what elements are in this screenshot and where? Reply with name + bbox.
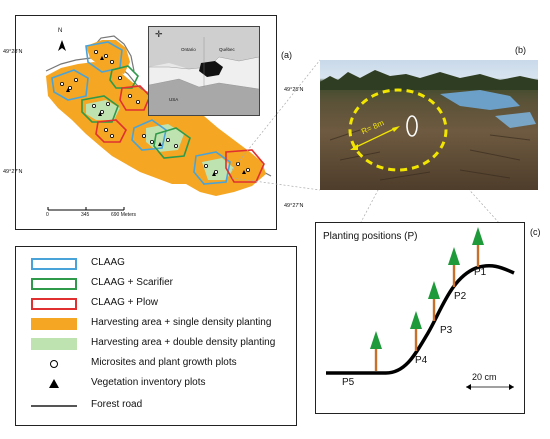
- scarifier-block-2: [153, 127, 191, 159]
- legend-label: Vegetation inventory plots: [91, 377, 206, 388]
- plow-block-1: [119, 85, 151, 111]
- legend-item-microsites: Microsites and plant growth plots: [16, 355, 296, 373]
- mound-profile: [326, 264, 515, 375]
- legend-label: CLAAG + Scarifier: [91, 277, 173, 288]
- legend-item-double-density: Harvesting area + double density plantin…: [16, 335, 296, 353]
- claag-block-4: [193, 151, 231, 185]
- legend-swatch-plow: [31, 298, 77, 310]
- legend-label: Harvesting area + single density plantin…: [91, 317, 272, 328]
- inset-ontario-label: Ontario: [181, 47, 196, 52]
- map-graphic: [45, 35, 272, 211]
- plot-radius-circle: [348, 88, 448, 172]
- inset-usa-label: USA: [169, 97, 179, 102]
- legend-label: Microsites and plant growth plots: [91, 357, 237, 368]
- radius-arrow: [353, 127, 397, 149]
- scale-end: 690 Meters: [111, 212, 137, 218]
- inset-compass-icon: ✛: [155, 29, 163, 39]
- legend-item-vegetation: Vegetation inventory plots: [16, 375, 296, 393]
- panel-label-a: (a): [281, 50, 292, 60]
- road-line-icon: [31, 405, 77, 407]
- legend: CLAAG CLAAG + Scarifier CLAAG + Plow Har…: [15, 246, 297, 426]
- seedling-p3: [428, 281, 440, 321]
- lat-label-mid-left: 49°27'N: [3, 169, 23, 175]
- seedling-p5: [370, 331, 382, 371]
- field-photo-graphic: [320, 70, 538, 181]
- scale-zero: 0: [46, 212, 49, 218]
- vegetation-plots: [66, 56, 246, 176]
- seedling-p4: [410, 311, 422, 351]
- position-label-p3: P3: [440, 325, 453, 336]
- legend-swatch-single-density: [31, 318, 77, 330]
- lat-label-top-left: 49°28'N: [3, 49, 23, 55]
- scale-mid: 345: [81, 212, 90, 218]
- planting-positions-diagram: Planting positions (P) P1 P2 P3: [315, 222, 525, 414]
- planting-profile-graphic: [326, 227, 515, 390]
- inset-map-graphic: [149, 27, 259, 115]
- study-area-map: N 49°28'N 49°27'N 0 345 690 Meters ✛ Ont…: [3, 15, 277, 230]
- triangle-marker-icon: [49, 379, 59, 388]
- legend-label: Forest road: [91, 399, 143, 410]
- planting-title: Planting positions (P): [323, 231, 418, 242]
- inset-map: ✛ Ontario Québec USA: [148, 26, 260, 116]
- panel-label-c: (c): [530, 227, 541, 237]
- legend-swatch-claag: [31, 258, 77, 270]
- legend-item-plow: CLAAG + Plow: [16, 295, 296, 313]
- legend-swatch-scarifier: [31, 278, 77, 290]
- circle-marker-icon: [50, 360, 58, 368]
- legend-item-claag: CLAAG: [16, 255, 296, 273]
- plow-block-3: [95, 119, 127, 143]
- scarifier-block-3: [109, 65, 139, 89]
- legend-item-road: Forest road: [16, 397, 296, 415]
- claag-block-1: [51, 69, 89, 101]
- legend-item-single-density: Harvesting area + single density plantin…: [16, 315, 296, 333]
- legend-label: Harvesting area + double density plantin…: [91, 337, 276, 348]
- north-label: N: [58, 28, 63, 34]
- legend-swatch-double-density: [31, 338, 77, 350]
- inset-quebec-label: Québec: [219, 47, 235, 52]
- seedling-p2: [448, 247, 460, 287]
- north-arrow-icon: [58, 40, 66, 51]
- microsite-ellipse: [406, 115, 418, 137]
- position-label-p4: P4: [415, 355, 428, 366]
- claag-block-3: [131, 119, 167, 151]
- scarifier-block-1: [81, 95, 119, 123]
- lat-label-bot-right: 49°27'N: [284, 203, 304, 209]
- lat-label-top-right: 49°28'N: [284, 87, 304, 93]
- position-label-p2: P2: [454, 291, 467, 302]
- field-photo: R= 8m: [320, 60, 538, 190]
- seedling-p1: [472, 227, 484, 267]
- scale-label: 20 cm: [472, 372, 497, 382]
- legend-label: CLAAG + Plow: [91, 297, 158, 308]
- legend-label: CLAAG: [91, 257, 125, 268]
- legend-item-scarifier: CLAAG + Scarifier: [16, 275, 296, 293]
- position-label-p1: P1: [474, 267, 487, 278]
- panel-label-b: (b): [515, 45, 526, 55]
- position-label-p5: P5: [342, 377, 355, 388]
- microsite-plots: [60, 50, 250, 174]
- slash-debris: [329, 129, 531, 181]
